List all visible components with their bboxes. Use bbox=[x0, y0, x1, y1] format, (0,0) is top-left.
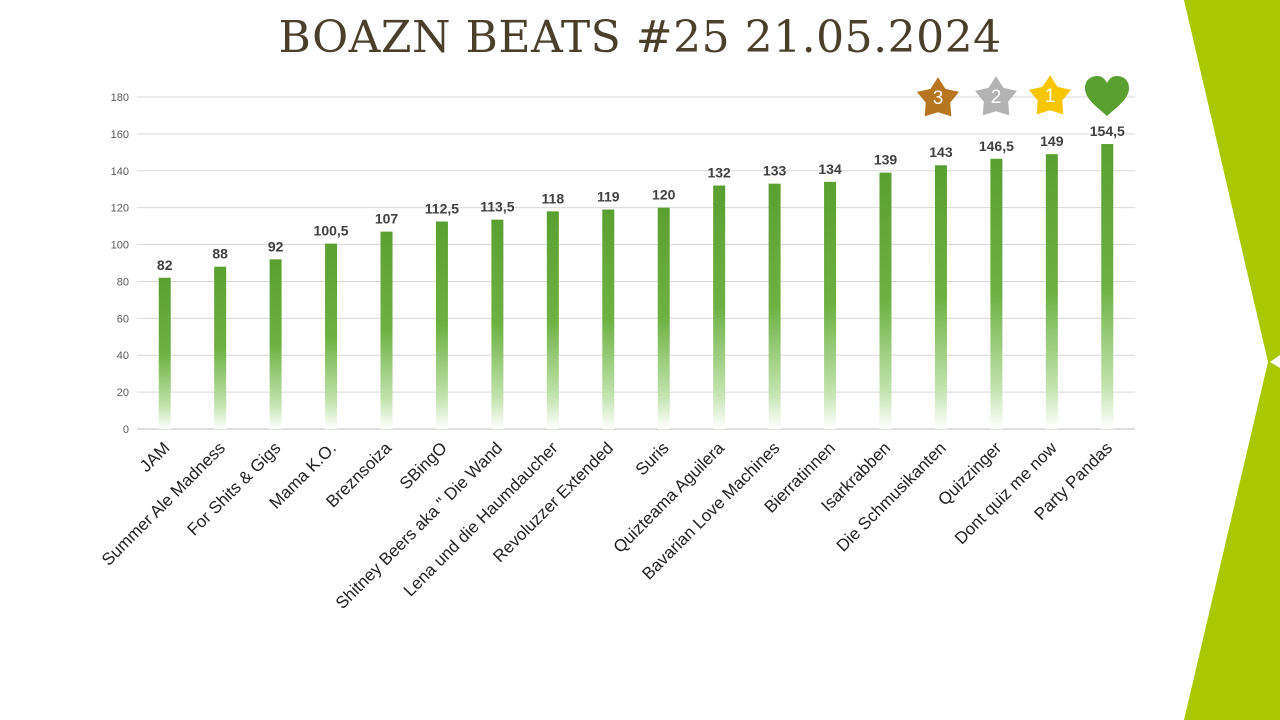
bronze-star-icon bbox=[916, 77, 960, 117]
data-label: 146,5 bbox=[979, 138, 1014, 154]
y-tick-label: 20 bbox=[117, 387, 129, 399]
bar bbox=[546, 211, 559, 429]
bar bbox=[1045, 154, 1058, 429]
data-label: 113,5 bbox=[480, 199, 514, 215]
y-tick-label: 140 bbox=[111, 166, 129, 178]
y-tick-label: 40 bbox=[117, 350, 129, 362]
bar bbox=[269, 259, 282, 429]
y-tick-label: 180 bbox=[111, 92, 129, 104]
gridlines bbox=[137, 96, 1135, 430]
data-label: 154,5 bbox=[1090, 123, 1125, 139]
y-tick-label: 80 bbox=[117, 276, 129, 288]
rank-2-badge: 2 bbox=[974, 76, 1018, 116]
rank-1-badge: 1 bbox=[1028, 75, 1072, 115]
data-label: 100,5 bbox=[314, 223, 349, 239]
bar bbox=[824, 181, 837, 429]
data-labels: 82 88 92 100,5 107 112,5 113,5 118 119 120 132 133 1… bbox=[157, 123, 1125, 273]
bar bbox=[768, 183, 781, 429]
bar bbox=[713, 185, 726, 429]
data-label: 120 bbox=[652, 187, 676, 203]
rank-3-badge: 3 bbox=[916, 77, 960, 117]
silver-star-icon bbox=[974, 76, 1018, 116]
rank-1-label: 1 bbox=[1045, 86, 1056, 107]
bar bbox=[879, 172, 892, 429]
data-label: 143 bbox=[929, 144, 953, 160]
data-label: 107 bbox=[375, 211, 399, 227]
y-tick-label: 160 bbox=[111, 129, 129, 141]
data-label: 119 bbox=[597, 189, 620, 205]
y-tick-label: 60 bbox=[117, 313, 129, 325]
data-label: 134 bbox=[818, 161, 842, 177]
data-label: 149 bbox=[1040, 133, 1064, 149]
data-label: 132 bbox=[707, 165, 731, 181]
data-label: 118 bbox=[542, 190, 565, 206]
bar bbox=[657, 207, 670, 429]
gold-star-icon bbox=[1028, 75, 1072, 115]
bar bbox=[158, 277, 171, 429]
bar bbox=[990, 158, 1003, 430]
y-tick-label: 0 bbox=[123, 424, 129, 436]
bar bbox=[934, 165, 947, 429]
bar bbox=[380, 231, 393, 429]
y-tick-label: 120 bbox=[111, 203, 129, 215]
data-label: 112,5 bbox=[425, 201, 459, 217]
y-tick-label: 100 bbox=[111, 240, 129, 252]
bar bbox=[435, 221, 448, 429]
data-label: 92 bbox=[268, 238, 284, 254]
data-label: 82 bbox=[157, 257, 173, 273]
data-label: 88 bbox=[212, 246, 228, 262]
bar bbox=[491, 219, 504, 429]
bars bbox=[158, 144, 1114, 430]
rank-3-label: 3 bbox=[933, 88, 944, 109]
y-axis-tick-labels: 0 20 40 60 80 100 120 140 160 180 bbox=[111, 92, 129, 436]
heart-icon bbox=[1085, 76, 1129, 116]
bar bbox=[325, 243, 338, 429]
data-label: 133 bbox=[763, 163, 787, 179]
data-label: 139 bbox=[874, 152, 898, 168]
rank-2-label: 2 bbox=[991, 87, 1002, 108]
bar bbox=[1101, 144, 1114, 430]
accent-chevron-shape bbox=[1184, 0, 1280, 720]
bar bbox=[214, 266, 227, 429]
slide-title: BOAZN BEATS #25 21.05.2024 bbox=[278, 12, 1002, 63]
bar bbox=[602, 209, 615, 429]
